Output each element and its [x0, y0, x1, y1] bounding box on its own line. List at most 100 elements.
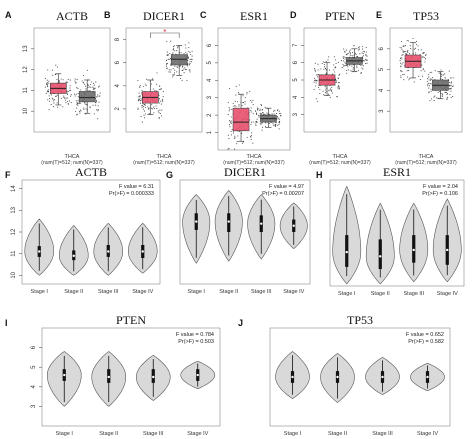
- jitter-point: [45, 92, 47, 94]
- jitter-point: [233, 105, 235, 107]
- jitter-point: [77, 95, 79, 98]
- jitter-point: [56, 66, 59, 68]
- jitter-point: [232, 102, 234, 104]
- jitter-point: [143, 85, 145, 88]
- jitter-point: [172, 74, 174, 76]
- jitter-point: [335, 62, 337, 64]
- jitter-point: [400, 56, 402, 59]
- jitter-point: [320, 68, 322, 70]
- jitter-point: [161, 99, 164, 101]
- p-value: Pr(>F) = 0.000333: [109, 191, 154, 197]
- jitter-point: [250, 107, 252, 109]
- jitter-point: [274, 125, 277, 127]
- jitter-point: [365, 59, 367, 61]
- jitter-point: [190, 61, 193, 63]
- x-label-counts: (num(T)=512; num(N)=337): [223, 160, 285, 166]
- p-value: Pr(>F) = 0.106: [422, 191, 458, 197]
- jitter-point: [428, 76, 430, 78]
- jitter-point: [44, 78, 46, 80]
- jitter-point: [97, 86, 100, 88]
- jitter-point: [188, 57, 190, 59]
- jitter-point: [165, 59, 167, 61]
- jitter-point: [315, 82, 317, 84]
- jitter-point: [78, 110, 81, 112]
- jitter-point: [75, 93, 77, 95]
- jitter-point: [48, 95, 50, 97]
- jitter-point: [319, 92, 321, 95]
- jitter-point: [401, 54, 403, 56]
- jitter-point: [414, 47, 417, 49]
- jitter-point: [87, 86, 89, 88]
- jitter-point: [279, 112, 281, 114]
- jitter-point: [315, 85, 317, 87]
- jitter-point: [97, 118, 99, 120]
- jitter-point: [265, 122, 267, 124]
- violin-median: [63, 373, 66, 377]
- jitter-point: [189, 51, 191, 53]
- panel-title: DICER1: [143, 9, 185, 23]
- jitter-point: [273, 124, 275, 126]
- jitter-point: [246, 93, 248, 95]
- plot-frame: [389, 27, 463, 133]
- jitter-point: [188, 50, 190, 52]
- jitter-point: [56, 94, 58, 96]
- jitter-point: [70, 94, 72, 96]
- jitter-point: [409, 77, 411, 79]
- y-tick-label: 4: [31, 384, 37, 388]
- x-tick-label: Stage I: [338, 291, 356, 297]
- y-tick-label: 3: [293, 112, 299, 116]
- jitter-point: [428, 82, 430, 84]
- jitter-point: [139, 86, 141, 88]
- jitter-point: [151, 78, 154, 80]
- jitter-point: [94, 88, 96, 90]
- jitter-point: [54, 99, 56, 101]
- jitter-point: [190, 53, 192, 55]
- jitter-point: [273, 110, 275, 112]
- jitter-point: [362, 55, 364, 57]
- jitter-point: [341, 67, 343, 69]
- jitter-point: [167, 58, 169, 60]
- jitter-point: [46, 83, 48, 86]
- x-tick-label: Stage II: [64, 289, 83, 295]
- jitter-point: [141, 121, 143, 123]
- jitter-point: [66, 92, 68, 94]
- jitter-point: [235, 106, 237, 108]
- jitter-point: [442, 74, 445, 76]
- jitter-point: [271, 113, 273, 115]
- panel-title: PTEN: [325, 9, 355, 23]
- jitter-point: [80, 110, 82, 112]
- jitter-point: [80, 89, 82, 91]
- jitter-point: [76, 87, 78, 89]
- jitter-point: [440, 69, 442, 71]
- jitter-point: [418, 75, 420, 77]
- jitter-point: [449, 85, 451, 87]
- jitter-point: [142, 108, 144, 110]
- panel-e: E TP53 3 4 5 6 THCA(num(T)=512; num(N)=337): [376, 9, 463, 166]
- jitter-point: [321, 62, 323, 65]
- jitter-point: [188, 42, 190, 44]
- jitter-point: [422, 68, 424, 70]
- jitter-point: [252, 99, 254, 101]
- jitter-point: [75, 110, 77, 112]
- jitter-point: [406, 39, 408, 41]
- jitter-point: [159, 102, 161, 104]
- jitter-point: [331, 92, 333, 94]
- jitter-point: [55, 64, 57, 66]
- jitter-point: [85, 103, 87, 105]
- jitter-point: [246, 92, 248, 94]
- jitter-point: [328, 56, 330, 58]
- jitter-point: [250, 134, 253, 137]
- jitter-point: [141, 92, 143, 94]
- x-tick-label: Stage III: [372, 431, 393, 437]
- p-value: Pr(>F) = 0.582: [408, 339, 444, 345]
- jitter-point: [139, 95, 141, 97]
- jitter-point: [407, 40, 410, 42]
- jitter-point: [52, 100, 54, 102]
- jitter-point: [62, 106, 64, 108]
- jitter-point: [406, 70, 408, 72]
- jitter-point: [428, 85, 431, 87]
- jitter-point: [259, 110, 261, 112]
- jitter-point: [256, 113, 258, 115]
- panel-title: TP53: [347, 313, 373, 327]
